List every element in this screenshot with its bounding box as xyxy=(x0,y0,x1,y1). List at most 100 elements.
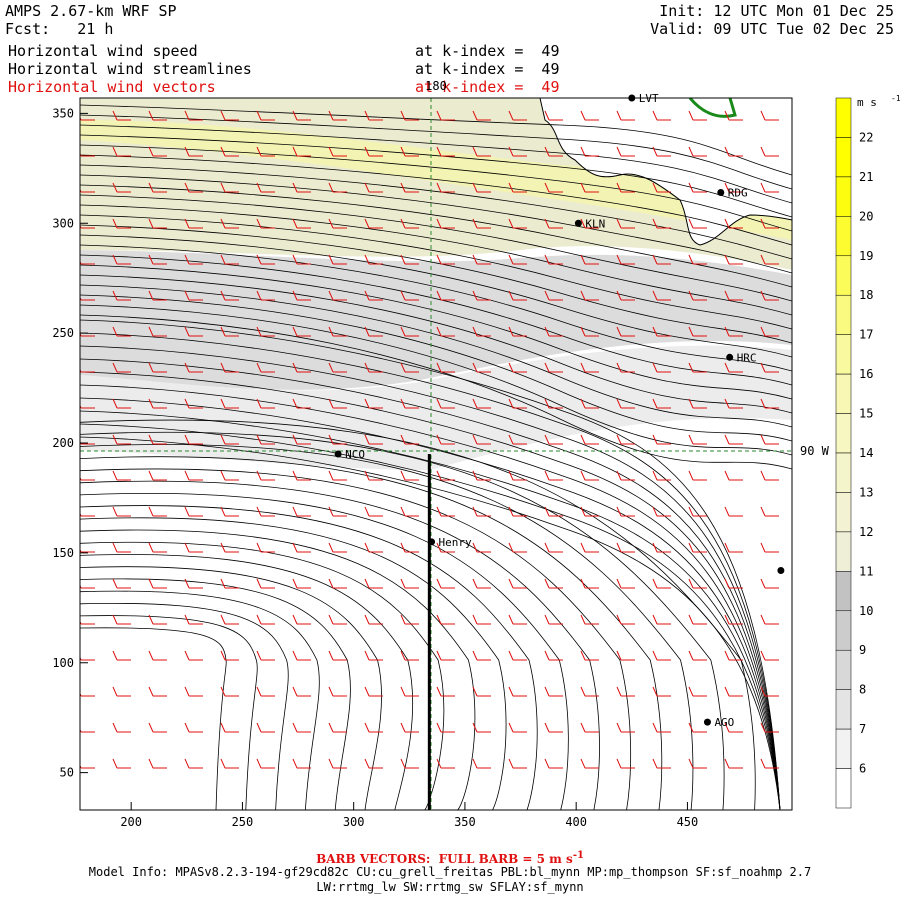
barb-flag xyxy=(256,254,262,265)
colorbar: 6 7 8 9 10 11 12 13 14 15 16 17 18 19 20 21 22 m s -1 xyxy=(835,94,900,809)
wind-barb-359 xyxy=(760,722,779,733)
wind-barb-141 xyxy=(112,362,131,373)
wind-barb-115 xyxy=(616,290,635,301)
streamline-9 xyxy=(80,194,792,302)
barb-flag xyxy=(292,650,298,661)
wind-barb-113 xyxy=(544,290,563,301)
barb-flag xyxy=(616,182,622,193)
barb-flag xyxy=(292,398,298,409)
wind-barb-26 xyxy=(292,146,311,157)
colorbar-swatch-6 xyxy=(835,334,852,375)
meridian-label: 180 xyxy=(425,79,447,93)
wind-barb-21 xyxy=(112,146,131,157)
wind-barb-345 xyxy=(256,722,275,733)
streamline-41 xyxy=(80,332,781,810)
wind-barb-371 xyxy=(472,758,491,769)
wind-barb-183 xyxy=(184,434,203,445)
barb-flag xyxy=(400,758,406,769)
wind-barb-38 xyxy=(724,146,743,157)
colorbar-swatch-12 xyxy=(835,571,852,612)
wind-barb-341 xyxy=(112,722,131,733)
wind-barb-9 xyxy=(400,110,419,121)
wind-barb-361 xyxy=(112,758,131,769)
barb-flag xyxy=(616,650,622,661)
barb-flag xyxy=(328,398,334,409)
barb-flag xyxy=(148,254,154,265)
wind-barb-71 xyxy=(472,218,491,229)
wind-barb-47 xyxy=(328,182,347,193)
barb-flag xyxy=(364,650,370,661)
barb-flag xyxy=(616,722,622,733)
wind-speed-shading xyxy=(80,98,792,810)
barb-flag xyxy=(724,650,730,661)
wind-barb-244 xyxy=(220,542,239,553)
barb-flag xyxy=(112,146,118,157)
barb-flag xyxy=(256,614,262,625)
barb-flag xyxy=(688,470,694,481)
wind-barb-173 xyxy=(544,398,563,409)
barb-flag xyxy=(652,218,658,229)
y-tick-label-2: 150 xyxy=(52,546,74,560)
wind-barb-48 xyxy=(364,182,383,193)
barb-flag xyxy=(580,758,586,769)
streamline-20 xyxy=(80,304,792,456)
y-tick-label-5: 300 xyxy=(52,216,74,230)
barb-flag xyxy=(508,614,514,625)
wind-barb-251 xyxy=(472,542,491,553)
barb-flag xyxy=(364,506,370,517)
green-contour xyxy=(688,98,737,118)
barb-flag xyxy=(220,542,226,553)
barb-flag xyxy=(508,686,514,697)
barb-flag xyxy=(364,758,370,769)
colorbar-label-6: 12 xyxy=(859,525,873,539)
wind-barb-185 xyxy=(256,434,275,445)
barb-flag xyxy=(400,434,406,445)
barb-flag xyxy=(400,650,406,661)
wind-barb-30 xyxy=(436,146,455,157)
barb-flag xyxy=(148,686,154,697)
colorbar-units-exponent: -1 xyxy=(891,94,900,103)
wind-barb-336 xyxy=(652,686,671,697)
barb-flag xyxy=(400,722,406,733)
wind-barb-149 xyxy=(400,362,419,373)
barb-flag xyxy=(616,434,622,445)
wind-barb-110 xyxy=(436,290,455,301)
wind-barb-250 xyxy=(436,542,455,553)
field-name-3: Horizontal wind vectors xyxy=(8,78,216,96)
wind-barb-62 xyxy=(148,218,167,229)
barb-flag xyxy=(472,722,478,733)
wind-barb-237 xyxy=(688,506,707,517)
wind-barb-343 xyxy=(184,722,203,733)
barb-flag xyxy=(400,182,406,193)
barb-flag xyxy=(292,362,298,373)
forecast-hour: Fcst: 21 h xyxy=(5,21,113,38)
wind-barb-301 xyxy=(112,650,131,661)
wind-barb-368 xyxy=(364,758,383,769)
station-dot-6 xyxy=(777,566,785,574)
colorbar-swatch-8 xyxy=(835,413,852,454)
barb-flag xyxy=(148,146,154,157)
wind-barb-155 xyxy=(616,362,635,373)
streamline-0 xyxy=(80,104,792,176)
wind-barb-228 xyxy=(364,506,383,517)
streamline-48 xyxy=(80,423,781,810)
wind-barb-223 xyxy=(184,506,203,517)
wind-barb-253 xyxy=(544,542,563,553)
barb-flag xyxy=(292,686,298,697)
wind-barb-238 xyxy=(724,506,743,517)
wind-barb-181 xyxy=(112,434,131,445)
station-label-2: KLN xyxy=(585,217,605,230)
barb-flag xyxy=(652,758,658,769)
streamline-14 xyxy=(80,244,792,372)
colorbar-swatch-4 xyxy=(835,255,852,296)
wind-barb-89 xyxy=(400,254,419,265)
barb-flag xyxy=(112,506,118,517)
barb-flag xyxy=(184,182,190,193)
barb-flag xyxy=(580,218,586,229)
colorbar-label-12: 18 xyxy=(859,288,873,302)
wind-barb-259 xyxy=(760,542,779,553)
streamline-40 xyxy=(80,319,781,810)
colorbar-swatch-14 xyxy=(835,649,852,690)
barb-flag xyxy=(616,110,622,121)
barb-flag xyxy=(436,614,442,625)
